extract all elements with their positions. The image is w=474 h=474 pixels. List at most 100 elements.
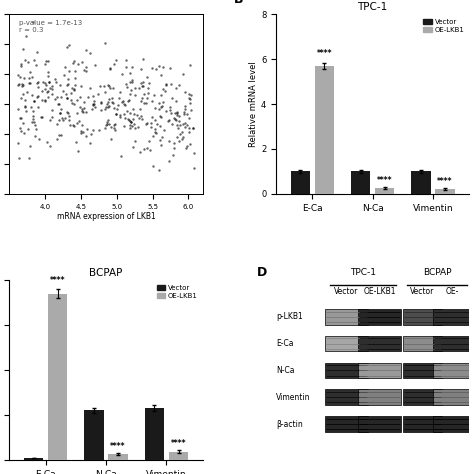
Point xyxy=(181,102,189,110)
Point xyxy=(45,87,52,95)
Point xyxy=(156,136,164,144)
Point xyxy=(172,115,179,123)
Point xyxy=(21,104,28,111)
Point xyxy=(25,79,33,87)
Point xyxy=(58,105,65,113)
Point xyxy=(131,84,138,92)
Point xyxy=(164,117,172,125)
Point xyxy=(25,126,32,133)
Point xyxy=(159,86,166,93)
Point xyxy=(16,73,24,81)
Point xyxy=(19,81,27,89)
Point xyxy=(178,135,186,143)
Point xyxy=(54,136,61,143)
Point xyxy=(169,151,176,159)
Point xyxy=(17,94,25,101)
Point xyxy=(166,104,174,111)
Point xyxy=(73,119,81,127)
Point xyxy=(26,74,33,82)
Point xyxy=(84,94,91,101)
Point xyxy=(118,98,126,105)
Point xyxy=(148,97,155,104)
Point xyxy=(27,103,35,111)
Point xyxy=(48,85,55,92)
Point xyxy=(56,109,64,116)
Point xyxy=(176,130,184,138)
Point xyxy=(63,91,70,98)
Point xyxy=(35,93,42,100)
Point xyxy=(38,113,46,120)
Bar xyxy=(358,336,401,351)
Point xyxy=(56,109,64,116)
Text: D: D xyxy=(257,266,267,279)
Point xyxy=(149,162,157,169)
Point xyxy=(108,135,115,143)
Point xyxy=(26,79,34,87)
Point xyxy=(65,67,73,75)
Point xyxy=(135,84,143,92)
Point xyxy=(160,127,168,134)
Point xyxy=(179,70,187,77)
Bar xyxy=(358,309,401,325)
Point xyxy=(89,126,97,134)
Point xyxy=(34,103,42,110)
X-axis label: mRNA expression of LKB1: mRNA expression of LKB1 xyxy=(57,212,155,221)
Point xyxy=(89,100,97,108)
Point xyxy=(70,58,77,65)
Point xyxy=(91,103,99,111)
Point xyxy=(190,164,198,172)
Point xyxy=(26,155,33,162)
Point xyxy=(65,116,73,123)
Point xyxy=(131,110,138,118)
Text: TPC-1: TPC-1 xyxy=(350,267,376,276)
Point xyxy=(140,99,148,107)
Bar xyxy=(358,416,401,432)
Point xyxy=(86,49,94,57)
Point xyxy=(123,107,131,114)
Point xyxy=(139,55,147,63)
Point xyxy=(190,124,197,132)
Point xyxy=(31,132,38,139)
Point xyxy=(175,117,183,124)
Bar xyxy=(109,455,128,460)
Bar xyxy=(24,457,43,460)
Point xyxy=(145,137,153,145)
Text: B: B xyxy=(234,0,243,6)
Point xyxy=(44,93,51,100)
Point xyxy=(18,60,25,68)
Text: Vimentin: Vimentin xyxy=(276,393,310,402)
Point xyxy=(41,85,48,93)
Point xyxy=(17,114,24,122)
Point xyxy=(143,94,150,102)
Point xyxy=(111,126,118,134)
Point xyxy=(61,64,69,71)
Point xyxy=(28,118,36,126)
Point xyxy=(14,106,21,113)
Point xyxy=(22,108,30,115)
Point xyxy=(38,87,46,95)
Bar xyxy=(291,172,310,194)
Point xyxy=(46,79,53,86)
Point xyxy=(46,79,53,86)
Point xyxy=(83,125,91,133)
Point xyxy=(63,81,71,89)
Point xyxy=(109,99,117,107)
Point xyxy=(90,97,98,105)
Point xyxy=(34,78,42,85)
Point xyxy=(42,81,49,89)
Point xyxy=(77,93,84,100)
Point xyxy=(152,65,159,73)
Point xyxy=(140,91,148,98)
Point xyxy=(135,114,143,121)
Bar xyxy=(315,66,334,194)
Point xyxy=(157,91,165,99)
Point xyxy=(110,60,118,67)
Point xyxy=(112,110,119,118)
Point xyxy=(151,104,158,111)
Point xyxy=(126,124,134,132)
Point xyxy=(23,89,31,96)
Point xyxy=(39,78,46,86)
Point xyxy=(42,80,49,87)
Point xyxy=(71,85,78,93)
Point xyxy=(48,114,56,121)
